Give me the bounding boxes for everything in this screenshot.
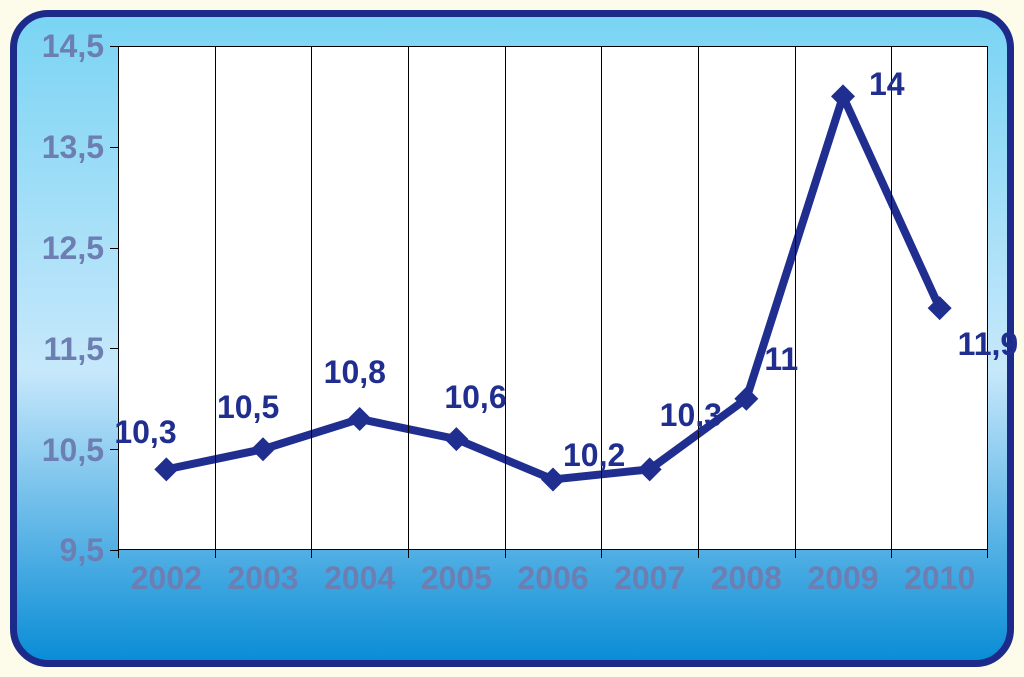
x-gridline (311, 46, 312, 550)
data-label: 10,2 (563, 437, 625, 474)
x-tick (408, 550, 409, 558)
y-tick (110, 348, 118, 349)
x-gridline (795, 46, 796, 550)
x-tick-label: 2010 (900, 560, 980, 597)
series-marker (541, 467, 565, 491)
plot-right-line (987, 46, 988, 550)
y-tick-label: 12,5 (42, 230, 104, 267)
data-label: 10,5 (217, 389, 279, 426)
y-tick (110, 147, 118, 148)
series-marker (444, 427, 468, 451)
plot-top-line (118, 46, 988, 47)
x-tick (311, 550, 312, 558)
x-tick (505, 550, 506, 558)
data-label: 10,3 (114, 414, 176, 451)
series-marker (928, 296, 952, 320)
x-tick (795, 550, 796, 558)
x-axis-line (118, 549, 988, 550)
x-gridline (215, 46, 216, 550)
x-tick-label: 2007 (610, 560, 690, 597)
x-tick (118, 550, 119, 558)
y-tick (110, 46, 118, 47)
x-tick (698, 550, 699, 558)
data-label: 10,6 (444, 379, 506, 416)
data-label: 10,3 (660, 397, 722, 434)
x-tick (891, 550, 892, 558)
x-gridline (505, 46, 506, 550)
y-tick-label: 13,5 (42, 129, 104, 166)
series-marker (154, 457, 178, 481)
x-tick-label: 2006 (513, 560, 593, 597)
y-tick-label: 14,5 (42, 28, 104, 65)
series-line (166, 96, 939, 479)
data-label: 11 (764, 341, 798, 378)
y-axis-line (118, 46, 119, 550)
x-tick-label: 2008 (706, 560, 786, 597)
y-tick-label: 9,5 (60, 532, 104, 569)
y-tick (110, 248, 118, 249)
x-gridline (698, 46, 699, 550)
x-tick-label: 2003 (223, 560, 303, 597)
x-gridline (408, 46, 409, 550)
x-tick-label: 2002 (126, 560, 206, 597)
x-gridline (891, 46, 892, 550)
data-label: 14 (869, 66, 905, 103)
data-label: 10,8 (324, 354, 386, 391)
series-marker (831, 84, 855, 108)
x-tick-label: 2004 (320, 560, 400, 597)
x-tick (601, 550, 602, 558)
y-tick-label: 11,5 (43, 331, 104, 368)
y-tick-label: 10,5 (42, 432, 104, 469)
series-marker (251, 437, 275, 461)
y-tick (110, 550, 118, 551)
x-tick-label: 2005 (416, 560, 496, 597)
data-label: 11,9 (958, 326, 1019, 363)
series-marker (348, 407, 372, 431)
x-tick (215, 550, 216, 558)
x-tick (987, 550, 988, 558)
x-tick-label: 2009 (803, 560, 883, 597)
